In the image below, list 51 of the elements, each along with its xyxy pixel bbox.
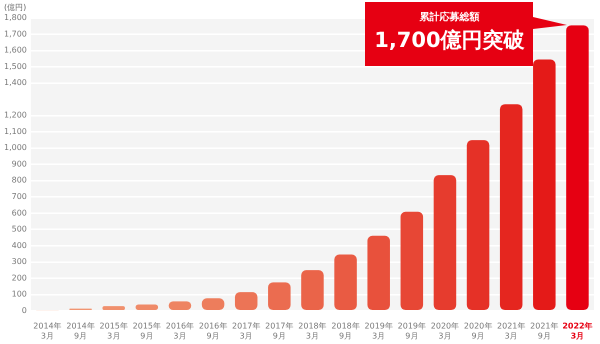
x-tick-label: 2015年 9月 (132, 322, 162, 340)
y-tick-label: 0 (22, 306, 27, 315)
bar (566, 25, 589, 310)
annotation: 累計応募総額 1,700億円突破 (373, 11, 526, 54)
bar (234, 292, 258, 310)
x-tick-label: 2017年 9月 (265, 322, 294, 340)
y-tick-label: 1,700 (4, 29, 27, 38)
bar (136, 304, 158, 310)
bar (500, 104, 522, 310)
y-tick-label: 100 (12, 290, 27, 299)
bar (466, 140, 490, 310)
x-tick-label: 2020年 3月 (430, 322, 460, 340)
bar (434, 175, 456, 310)
y-tick-label: 500 (12, 224, 27, 234)
y-tick-label: 1,100 (4, 126, 27, 136)
y-tick-label: 1,200 (4, 110, 27, 120)
y-tick-label: 400 (12, 240, 27, 250)
callout: 累計応募総額 1,700億円突破 (365, 2, 568, 66)
y-tick-label: 600 (12, 208, 27, 218)
y-axis-title: (億円) (4, 3, 26, 12)
x-tick-label: 2022年 3月 (562, 322, 593, 340)
x-tick-label: 2020年 9月 (464, 322, 492, 340)
y-tick-label: 800 (12, 176, 27, 185)
y-tick-label: 300 (12, 257, 27, 266)
x-tick-label: 2018年 9月 (331, 322, 360, 340)
x-tick-label: 2014年 3月 (33, 322, 62, 340)
bar (334, 254, 357, 310)
x-tick-label: 2021年 9月 (530, 322, 558, 340)
y-tick-label: 1,800 (4, 13, 27, 22)
y-tick-label: 1,000 (4, 143, 27, 152)
y-tick-label: 200 (12, 273, 27, 282)
x-tick-label: 2015年 3月 (100, 322, 128, 340)
x-tick-label: 2014年 9月 (66, 322, 95, 340)
bar (400, 212, 424, 310)
bar (367, 236, 390, 310)
x-tick-label: 2019年 9月 (398, 322, 426, 340)
y-tick-label: 700 (12, 192, 27, 202)
y-tick-label: 1,400 (4, 78, 27, 88)
x-tick-label: 2017年 3月 (232, 322, 260, 340)
y-tick-label: 900 (12, 159, 27, 168)
bar (268, 282, 291, 310)
bar (533, 59, 556, 310)
y-tick-label: 1,500 (4, 62, 27, 71)
x-tick-label: 2019年 3月 (364, 322, 393, 340)
y-tick-label: 1,600 (4, 46, 27, 55)
x-tick-label: 2016年 3月 (166, 322, 194, 340)
bar (301, 270, 324, 310)
x-tick-label: 2018年 3月 (298, 322, 327, 340)
x-tick-label: 2016年 9月 (198, 322, 228, 340)
x-tick-label: 2021年 3月 (497, 322, 526, 340)
bar (102, 306, 125, 310)
